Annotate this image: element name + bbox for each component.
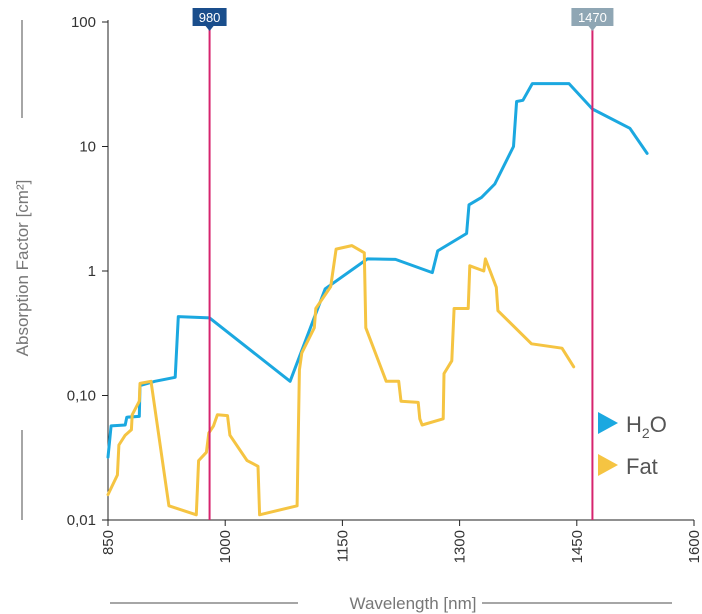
y-tick-label: 0,10	[67, 388, 96, 405]
legend-swatch-h2o	[598, 412, 618, 434]
y-tick-label: 10	[79, 139, 96, 156]
marker-pointer-1470	[588, 26, 597, 31]
x-tick-label: 1150	[334, 530, 351, 562]
wavelength-markers: 980 1470	[192, 8, 614, 520]
y-tick-label: 1	[88, 263, 96, 280]
series-line-h2o	[106, 82, 649, 459]
x-tick-label: 850	[100, 530, 117, 555]
marker-badge-1470	[571, 8, 614, 26]
x-tick-label: 1450	[569, 530, 586, 563]
series-line-fat	[106, 244, 576, 517]
y-tick-group: 0,01 0,10 1 10 100	[67, 14, 108, 529]
y-tick-label: 0,01	[67, 512, 96, 529]
marker-label-1470: 1470	[578, 10, 607, 25]
legend-label-fat: Fat	[626, 454, 658, 479]
x-tick-group: 850 1000 1150 1300 1450 1600	[100, 520, 702, 563]
x-tick-label: 1600	[686, 530, 702, 563]
marker-pointer-980	[205, 26, 214, 31]
series-group	[106, 82, 649, 517]
x-axis-title: Wavelength [nm]	[350, 594, 477, 613]
marker-badge-980	[192, 8, 227, 26]
legend-label-h2o: H2O	[626, 412, 667, 441]
legend-swatch-fat	[598, 454, 618, 476]
y-tick-label: 100	[71, 14, 96, 31]
x-tick-label: 1000	[217, 530, 234, 563]
y-axis-title: Absorption Factor [cm²]	[13, 180, 32, 357]
x-tick-label: 1300	[452, 530, 469, 563]
legend: H2O Fat	[598, 412, 667, 479]
marker-label-980: 980	[199, 10, 221, 25]
